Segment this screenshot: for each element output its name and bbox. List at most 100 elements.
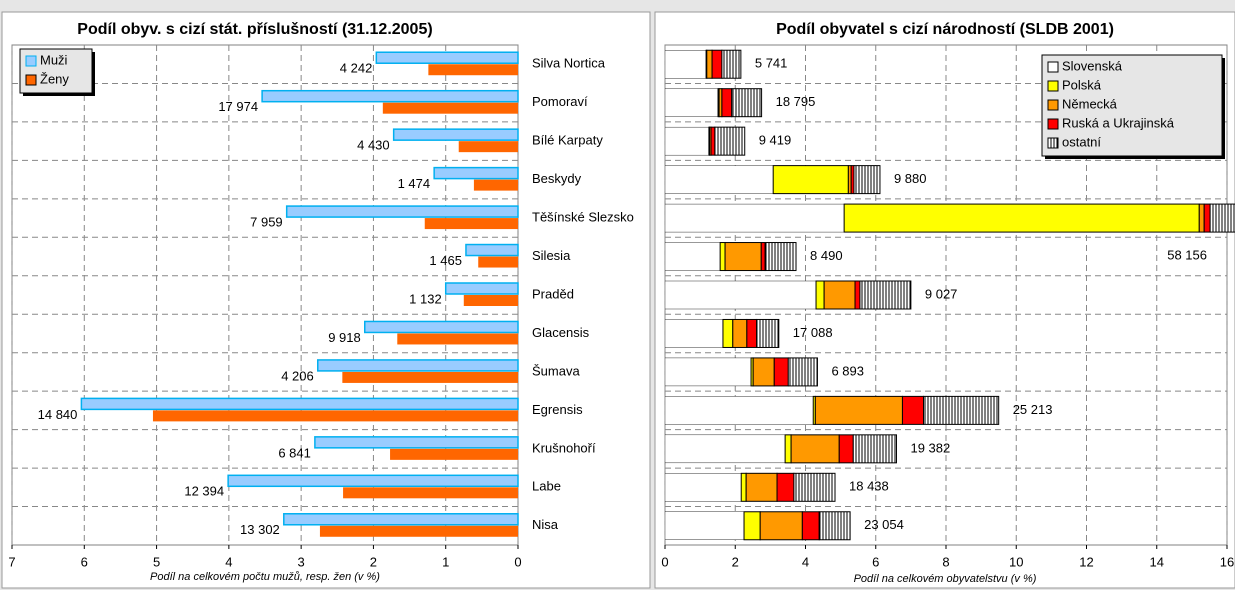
bar-segment	[759, 511, 803, 541]
bar-segment	[801, 511, 820, 541]
bar	[80, 397, 519, 411]
x-tick-label: 1	[442, 554, 449, 569]
bar-segment	[665, 319, 724, 348]
category-label: Silva Nortica	[532, 56, 606, 71]
bar-segment	[724, 242, 762, 272]
bar	[343, 487, 518, 499]
bar	[478, 256, 518, 268]
bar-segment	[665, 242, 721, 271]
bar	[364, 320, 519, 334]
bar-segment	[665, 165, 774, 194]
bar	[392, 128, 519, 141]
bar-segment	[722, 318, 734, 348]
bar-segment	[815, 280, 825, 310]
legend-swatch	[1047, 61, 1059, 73]
bar	[463, 295, 518, 306]
category-label: Pomoraví	[532, 94, 588, 109]
bar	[465, 243, 519, 257]
bar	[390, 448, 518, 460]
legend-label: Muži	[40, 52, 68, 67]
bar	[227, 474, 519, 488]
bar-segment	[1209, 203, 1235, 233]
x-tick-label: 6	[872, 554, 879, 569]
x-tick-label: 0	[514, 554, 521, 569]
bar-segment	[719, 242, 726, 272]
bar	[433, 166, 519, 180]
count-label: 6 841	[278, 445, 311, 460]
count-label: 4 430	[357, 138, 390, 153]
x-tick-label: 7	[8, 554, 15, 569]
bar	[261, 89, 519, 103]
x-tick-label: 8	[942, 554, 949, 569]
bar	[458, 141, 518, 153]
bar-segment	[665, 280, 817, 310]
bar-segment	[745, 472, 778, 502]
bar	[314, 436, 519, 449]
count-label: 6 893	[831, 363, 864, 378]
bar-segment	[814, 395, 903, 425]
x-tick-label: 16	[1220, 554, 1234, 569]
bar	[152, 410, 518, 422]
bar	[285, 205, 519, 218]
count-label: 1 132	[409, 291, 442, 306]
bar	[319, 525, 518, 537]
bar-segment	[852, 434, 897, 464]
count-label: 9 419	[759, 133, 792, 148]
count-label: 14 840	[38, 407, 78, 422]
left-title: Podíl obyv. s cizí stát. příslušností (3…	[77, 21, 432, 38]
x-tick-label: 5	[153, 554, 160, 569]
count-label: 1 474	[398, 176, 431, 191]
bar-segment	[665, 88, 719, 117]
x-tick-label: 6	[81, 554, 88, 569]
bar-segment	[901, 395, 925, 425]
bar-segment	[772, 165, 849, 195]
bar	[382, 102, 518, 114]
x-tick-label: 4	[225, 554, 232, 569]
bar-segment	[665, 473, 742, 502]
plot-area	[11, 44, 519, 546]
bar-segment	[743, 511, 761, 541]
bar-segment	[714, 126, 746, 156]
legend-swatch	[25, 74, 37, 86]
legend-label: ostatní	[1062, 134, 1101, 149]
category-label: Šumava	[532, 363, 580, 378]
bar-segment	[721, 49, 742, 79]
bar-segment	[665, 511, 745, 540]
bar-segment	[793, 472, 836, 502]
bar-segment	[665, 434, 786, 464]
bar-segment	[711, 49, 723, 79]
legend-label: Německá	[1062, 96, 1118, 111]
legend-label: Ženy	[40, 71, 69, 86]
bars	[665, 49, 1235, 541]
count-label: 4 242	[340, 61, 373, 76]
x-tick-label: 3	[298, 554, 305, 569]
bar-segment	[746, 318, 758, 348]
category-label: Glacensis	[532, 325, 590, 340]
count-label: 5 741	[755, 56, 788, 71]
x-tick-label: 0	[661, 554, 668, 569]
count-label: 7 959	[250, 215, 283, 230]
bar-segment	[721, 88, 733, 118]
bar	[473, 179, 518, 191]
bar	[424, 218, 518, 230]
category-label: Bílé Karpaty	[532, 133, 603, 148]
left-x-label: Podíl na celkovém počtu mužů, resp. žen …	[150, 571, 380, 583]
bar-segment	[731, 88, 763, 118]
count-label: 25 213	[1013, 402, 1053, 417]
right-title: Podíl obyvatel s cizí národností (SLDB 2…	[776, 21, 1114, 38]
bar-segment	[706, 49, 713, 79]
x-tick-label: 2	[732, 554, 739, 569]
count-label: 58 156	[1167, 248, 1207, 263]
legend-swatch	[1047, 80, 1059, 92]
count-label: 9 027	[925, 286, 958, 301]
legend-box	[1041, 54, 1223, 157]
bar-segment	[854, 280, 861, 310]
bar-segment	[823, 280, 856, 310]
category-label: Krušnohoří	[532, 440, 596, 455]
bar-segment	[665, 50, 707, 79]
x-tick-label: 14	[1150, 554, 1164, 569]
count-label: 18 795	[776, 94, 816, 109]
bar-segment	[752, 357, 775, 387]
bar-segment	[760, 242, 766, 272]
